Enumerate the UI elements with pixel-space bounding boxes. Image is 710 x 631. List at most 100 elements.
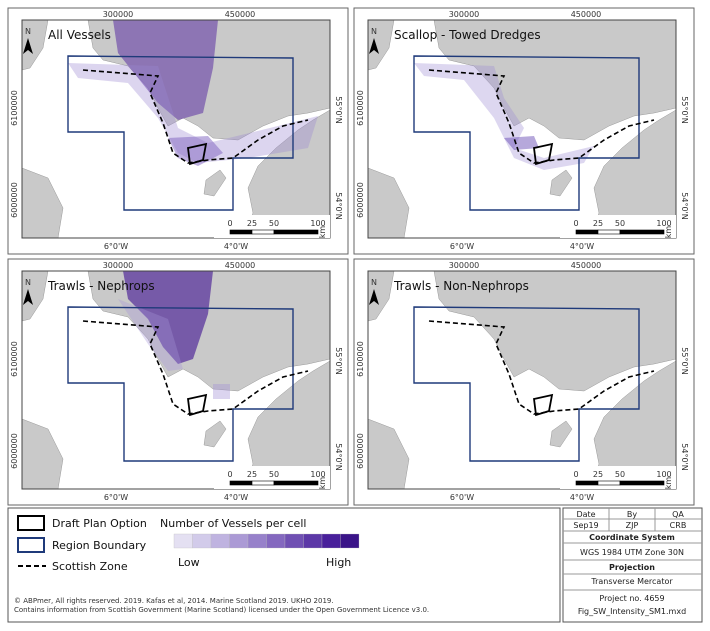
draft-plan <box>187 142 208 166</box>
draft-plan <box>533 142 554 166</box>
land <box>368 167 410 238</box>
land <box>22 20 49 71</box>
table-cell: WGS 1984 UTM Zone 30N <box>580 548 684 557</box>
top-tick-label: 450000 <box>571 10 602 19</box>
scale-segment <box>229 480 253 486</box>
scottish-zone <box>82 69 309 164</box>
table-head: Date <box>576 510 595 519</box>
top-tick-label: 450000 <box>225 261 256 270</box>
land <box>433 20 676 141</box>
scale-unit: km <box>318 477 327 490</box>
scale-segment <box>619 480 665 486</box>
land <box>588 360 676 489</box>
ramp-step <box>229 533 249 549</box>
land <box>22 271 49 322</box>
scale-segment <box>597 229 621 235</box>
draft-swatch <box>17 515 45 531</box>
bottom-tick-label: 6°0'W <box>104 242 128 251</box>
table-heading: Projection <box>609 563 655 572</box>
north-arrow <box>23 289 33 305</box>
north-label: N <box>371 278 377 287</box>
vessel-density <box>504 136 539 150</box>
scale-label: 25 <box>593 219 603 228</box>
left-tick-label: 6100000 <box>10 90 19 126</box>
vessel-density <box>123 271 213 364</box>
table-head: By <box>627 510 637 519</box>
map-border <box>21 270 331 490</box>
bottom-tick-label: 4°0'W <box>224 242 248 251</box>
vessel-density <box>118 299 183 371</box>
top-tick-label: 300000 <box>449 10 480 19</box>
ramp-step <box>247 533 267 549</box>
ramp-step <box>340 533 360 549</box>
left-tick-label: 6000000 <box>10 433 19 469</box>
panel-title: Trawls - Nephrops <box>47 279 155 293</box>
scale-label: 50 <box>269 219 279 228</box>
map-panel: Trawls - Nephrops N 300000 450000 6100000 600… <box>7 258 349 506</box>
table-head: QA <box>672 510 684 519</box>
north-arrow <box>369 38 379 54</box>
land <box>368 20 395 71</box>
land <box>22 418 64 489</box>
right-tick-label: 55°0'N <box>680 347 689 374</box>
region-boundary <box>413 306 640 462</box>
map-border <box>367 270 677 490</box>
north-label: N <box>25 27 31 36</box>
density-title: Number of Vessels per cell <box>160 517 306 530</box>
table-cell: Project no. 4659 <box>599 594 664 603</box>
top-tick-label: 300000 <box>449 261 480 270</box>
ramp-step <box>284 533 304 549</box>
region-boundary <box>67 306 294 462</box>
left-tick-label: 6000000 <box>356 433 365 469</box>
bottom-tick-label: 6°0'W <box>450 242 474 251</box>
region-boundary <box>413 55 640 211</box>
ramp-step <box>321 533 341 549</box>
credit-line: Contains information from Scottish Gover… <box>14 606 429 614</box>
low-label: Low <box>178 556 200 569</box>
land <box>242 109 330 238</box>
right-tick-label: 54°0'N <box>334 443 343 470</box>
table-cell: CRB <box>670 521 687 530</box>
scale-label: 100 <box>656 219 671 228</box>
scale-segment <box>251 480 275 486</box>
ramp-step <box>303 533 323 549</box>
land <box>242 360 330 489</box>
scale-segment <box>273 229 319 235</box>
scale-label: 50 <box>615 219 625 228</box>
map-panel: All Vessels N 300000 450000 6100000 6000000 55… <box>7 7 349 255</box>
region-label: Region Boundary <box>52 539 147 552</box>
scale-label: 50 <box>615 470 625 479</box>
land <box>588 109 676 238</box>
scale-label: 50 <box>269 470 279 479</box>
top-tick-label: 300000 <box>103 10 134 19</box>
vessel-density <box>213 384 230 399</box>
top-tick-label: 450000 <box>225 10 256 19</box>
ramp-step <box>173 533 193 549</box>
island <box>549 420 573 448</box>
left-tick-label: 6100000 <box>10 341 19 377</box>
info-table: Date By QA Sep19 ZJP CRB Coordinate Syst… <box>562 507 703 623</box>
right-tick-label: 54°0'N <box>680 443 689 470</box>
island <box>203 169 227 197</box>
left-tick-label: 6000000 <box>10 182 19 218</box>
scale-segment <box>575 480 599 486</box>
region-boundary <box>67 55 294 211</box>
table-cell: ZJP <box>626 521 639 530</box>
scale-segment <box>251 229 275 235</box>
panel-title: All Vessels <box>48 28 111 42</box>
right-tick-label: 55°0'N <box>334 96 343 123</box>
right-tick-label: 54°0'N <box>680 192 689 219</box>
legend: Draft Plan Option Region Boundary Scotti… <box>7 507 561 623</box>
region-swatch <box>17 537 45 553</box>
top-tick-label: 300000 <box>103 261 134 270</box>
scale-segment <box>619 229 665 235</box>
scottish-zone <box>428 320 655 415</box>
land <box>368 418 410 489</box>
right-tick-label: 55°0'N <box>680 96 689 123</box>
scale-segment <box>229 229 253 235</box>
scale-label: 0 <box>227 219 232 228</box>
scale-label: 0 <box>573 219 578 228</box>
north-label: N <box>25 278 31 287</box>
panel-title: Scallop - Towed Dredges <box>394 28 541 42</box>
